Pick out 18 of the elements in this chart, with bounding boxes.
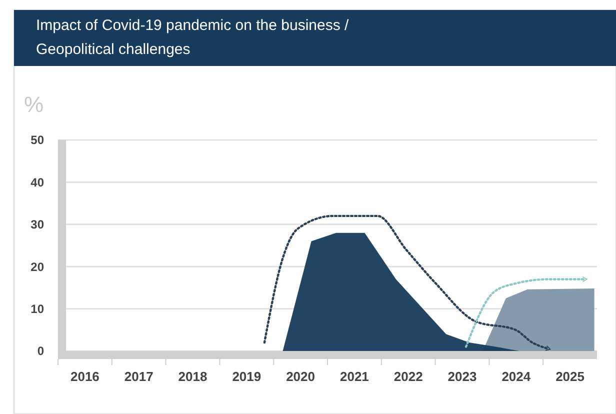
x-tick-label: 2024 <box>502 369 532 384</box>
y-tick-label: 20 <box>30 260 44 274</box>
x-tick-label: 2022 <box>394 369 423 384</box>
x-tick-label: 2023 <box>448 369 477 384</box>
y-tick-label: 0 <box>37 344 44 358</box>
y-tick-label: 40 <box>30 175 44 190</box>
x-tick-label: 2025 <box>556 369 585 384</box>
x-tick-label: 2018 <box>178 369 208 384</box>
y-tick-label: 50 <box>30 133 44 148</box>
x-tick-label: 2021 <box>340 369 369 384</box>
x-tick-label: 2020 <box>286 369 316 384</box>
chart-title: Impact of Covid-19 pandemic on the business / Geopolitical challenges <box>36 17 350 58</box>
x-tick-label: 2017 <box>124 369 154 384</box>
x-tick-label: 2016 <box>70 369 100 384</box>
y-tick-label: 30 <box>30 218 44 232</box>
x-tick-label: 2019 <box>232 369 262 384</box>
y-axis-title: % <box>24 92 44 117</box>
y-tick-label: 10 <box>30 302 44 316</box>
